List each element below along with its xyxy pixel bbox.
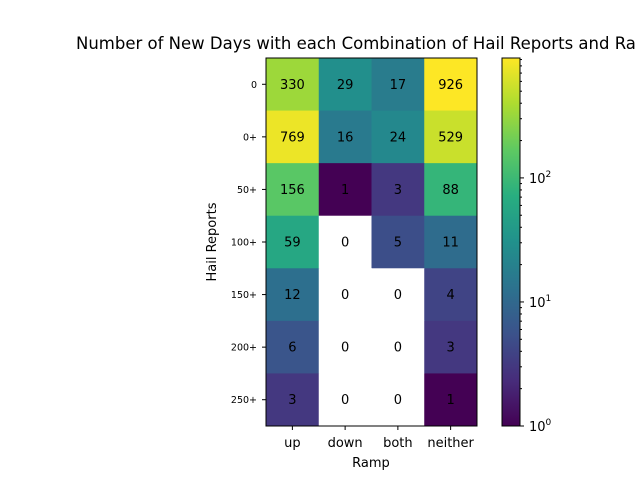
heatmap-cell <box>318 215 372 269</box>
y-tick-label: 100+ <box>231 238 257 249</box>
heatmap-cell <box>371 110 425 164</box>
cell-value-label: 0 <box>341 288 349 303</box>
chart-title: Number of New Days with each Combination… <box>76 34 636 53</box>
cell-value-label: 0 <box>341 341 349 356</box>
cell-value-label: 24 <box>390 130 407 145</box>
colorbar-ticks: 100 101 102 <box>520 59 552 435</box>
x-tick-label: up <box>284 436 301 451</box>
colorbar-tick-label: 101 <box>529 294 551 311</box>
heatmap-cell <box>371 163 425 217</box>
cell-value-label: 156 <box>280 183 305 198</box>
cell-value-label: 11 <box>442 236 459 251</box>
heatmap-cell <box>424 110 478 164</box>
colorbar-gradient <box>502 58 520 426</box>
cell-value-label: 4 <box>446 288 454 303</box>
cell-value-label: 88 <box>442 183 459 198</box>
cell-value-label: 16 <box>337 130 354 145</box>
heatmap-cell <box>318 110 372 164</box>
heatmap-cell <box>266 268 320 322</box>
heatmap-cell <box>318 268 372 322</box>
heatmap-cell <box>371 268 425 322</box>
y-tick-label: 150+ <box>231 290 257 301</box>
heatmap-cell <box>424 320 478 374</box>
y-tick-label: 200+ <box>231 343 257 354</box>
cell-value-label: 0 <box>394 288 402 303</box>
heatmap-cell <box>371 320 425 374</box>
cell-value-label: 0 <box>394 393 402 408</box>
cell-value-label: 5 <box>394 236 402 251</box>
cell-value-label: 3 <box>288 393 296 408</box>
heatmap-cell <box>371 58 425 112</box>
heatmap-cell <box>318 58 372 112</box>
y-axis: 0 0+ 50+ 100+ 150+ 200+ 250+ <box>231 80 266 406</box>
heatmap-cell <box>371 373 425 427</box>
heatmap-cell <box>266 320 320 374</box>
cell-value-label: 29 <box>337 78 354 93</box>
x-tick-label: neither <box>427 436 474 451</box>
heatmap-cell <box>424 163 478 217</box>
cell-value-label: 3 <box>394 183 402 198</box>
cell-value-label: 1 <box>341 183 349 198</box>
colorbar: 100 101 102 <box>501 57 552 435</box>
heatmap-cell <box>424 58 478 112</box>
x-axis: up down both neither <box>284 426 475 451</box>
cell-value-label: 330 <box>280 78 305 93</box>
cell-value-label: 59 <box>284 236 301 251</box>
heatmap-cell <box>266 163 320 217</box>
cell-value-label: 529 <box>438 130 463 145</box>
heatmap-cell <box>424 215 478 269</box>
x-tick-label: both <box>383 436 413 451</box>
colorbar-tick-label: 102 <box>529 170 551 187</box>
x-tick-label: down <box>328 436 363 451</box>
heatmap-cell <box>371 215 425 269</box>
y-tick-label: 0 <box>251 80 257 91</box>
heatmap-cell <box>318 163 372 217</box>
heatmap-cell <box>266 373 320 427</box>
heatmap-cell <box>266 110 320 164</box>
cell-value-label: 0 <box>341 393 349 408</box>
cell-value-label: 1 <box>446 393 454 408</box>
cell-value-label: 17 <box>390 78 407 93</box>
heatmap-cell <box>266 58 320 112</box>
heatmap-cell <box>266 215 320 269</box>
cell-value-label: 926 <box>438 78 463 93</box>
colorbar-frame <box>501 57 521 427</box>
y-axis-label: Hail Reports <box>205 202 220 281</box>
cell-value-label: 6 <box>288 341 296 356</box>
cell-value-label: 12 <box>284 288 301 303</box>
cell-value-label: 769 <box>280 130 305 145</box>
x-axis-label: Ramp <box>352 456 390 471</box>
heatmap-cells <box>266 58 478 427</box>
cell-value-label: 0 <box>341 236 349 251</box>
y-tick-label: 250+ <box>231 395 257 406</box>
y-tick-label: 50+ <box>237 185 257 196</box>
heatmap-cell <box>424 268 478 322</box>
heatmap-cell <box>424 373 478 427</box>
heatmap-cell <box>318 320 372 374</box>
cell-value-label: 3 <box>446 341 454 356</box>
y-tick-label: 0+ <box>243 132 257 143</box>
colorbar-tick-label: 100 <box>529 418 552 435</box>
cell-value-label: 0 <box>394 341 402 356</box>
heatmap-cell <box>318 373 372 427</box>
